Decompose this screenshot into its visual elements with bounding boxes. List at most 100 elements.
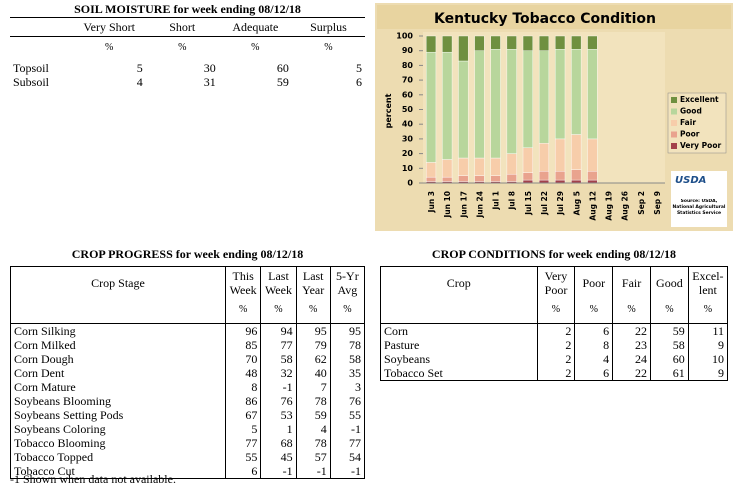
cell-value: 76 [260, 394, 297, 408]
bar-segment [442, 176, 453, 182]
cell-value: 7 [295, 380, 331, 394]
cell-value: 55 [329, 408, 365, 422]
cell-value: 22 [612, 323, 651, 338]
legend-box [667, 92, 727, 154]
column-header: Very Poor [536, 266, 575, 299]
bar-segment [442, 51, 453, 160]
crop-progress: CROP PROGRESS for week ending 08/12/18 C… [9, 247, 365, 479]
bar-segment [506, 49, 517, 154]
row-label: Corn Silking [14, 324, 76, 338]
cell-value: 48 [225, 366, 261, 380]
bar-segment [474, 175, 485, 182]
cell-value: 6 [574, 323, 613, 338]
y-tick-label: 40 [402, 120, 414, 129]
cell-value: 78 [295, 436, 331, 450]
x-tick-label: Aug 26 [621, 191, 630, 221]
bar-segment [555, 171, 566, 181]
bar-segment [571, 134, 582, 170]
row-label: Tobacco Cut [14, 464, 75, 478]
bar-segment [587, 171, 598, 181]
cell-value: 54 [329, 450, 365, 464]
legend-label: Excellent [680, 95, 719, 104]
table-body: %%%% Corn Silking 96 94 95 95 Corn Milked 85 77 7… [9, 299, 365, 479]
header-row: Very Short Short Adequate Surplus [10, 17, 365, 37]
stub-header: Crop Stage [9, 266, 226, 299]
cell-value: 31 [203, 75, 216, 89]
cell-value: 58 [260, 352, 297, 366]
cell-value: 9 [687, 366, 728, 381]
legend-label: Poor [680, 130, 700, 139]
row-label: Soybeans Blooming [14, 394, 112, 408]
column-header: Good [649, 266, 689, 299]
cell-value: 10 [687, 352, 728, 366]
cell-value: 24 [612, 352, 651, 366]
row: Soybeans Blooming 86 76 78 76 [11, 394, 365, 408]
cell-value: 61 [649, 366, 689, 381]
table-body: %%%%% Corn 2 6 22 59 11 Pasture 2 8 23 58 9 Soybeans 2… [380, 299, 728, 381]
bar-segment [538, 143, 550, 172]
unit: % [295, 299, 331, 324]
legend-swatch [671, 108, 677, 115]
cell-value: 6 [574, 366, 613, 381]
cell-value: 68 [260, 436, 297, 450]
unit: % [251, 42, 260, 53]
row: Tobacco Blooming 77 68 78 77 [11, 436, 365, 450]
bar-segment [555, 35, 566, 50]
column-header: Short [145, 17, 219, 37]
bar-segment [522, 50, 533, 148]
bar-segment [571, 49, 582, 135]
row-label: Corn Dent [14, 366, 65, 380]
bar-segment [442, 159, 453, 178]
title-band [377, 5, 731, 29]
x-tick-label: Jun 3 [427, 191, 436, 213]
legend-label: Fair [680, 118, 696, 127]
logo-box [671, 171, 727, 227]
row: Tobacco Topped 55 45 57 54 [11, 450, 365, 464]
cell-value: 57 [295, 450, 331, 464]
bar-segment [490, 49, 501, 159]
table-body: %%%% Topsoil 5 30 60 5 Subsoil 4 31 59 6 [10, 37, 365, 89]
cell-value: 5 [356, 61, 362, 75]
row-label: Soybeans Coloring [14, 422, 106, 436]
stub-header: Crop [380, 266, 538, 299]
unit: % [260, 299, 297, 324]
row: Topsoil 5 30 60 5 [10, 61, 365, 75]
bar-segment [571, 35, 582, 50]
bar-segment [538, 171, 550, 181]
cell-value: 60 [276, 61, 289, 75]
bar-segment [474, 35, 485, 51]
cell-value: 40 [295, 366, 331, 380]
row: Pasture 2 8 23 58 9 [381, 338, 728, 352]
x-tick-label: Jul 29 [556, 191, 565, 216]
bar-segment [458, 60, 469, 159]
row: Corn 2 6 22 59 11 [381, 323, 728, 338]
x-tick-label: Jul 22 [540, 191, 549, 216]
bar-segment [587, 138, 598, 172]
cell-value: 2 [536, 366, 575, 381]
x-tick-label: Jun 10 [443, 191, 452, 219]
row-label: Tobacco Blooming [14, 436, 106, 450]
column-header: This Week [225, 266, 261, 299]
column-header: Surplus [291, 17, 365, 37]
row: Tobacco Set 2 6 22 61 9 [381, 366, 728, 381]
row: Soybeans 2 4 24 60 10 [381, 352, 728, 366]
row: Corn Dough 70 58 62 58 [11, 352, 365, 366]
cell-value: 11 [687, 323, 728, 338]
cell-value: 53 [260, 408, 297, 422]
cell-value: -1 [329, 464, 365, 479]
x-tick-label: Jul 8 [508, 191, 517, 211]
row: Soybeans Coloring 5 1 4 -1 [11, 422, 365, 436]
unit: % [105, 42, 114, 53]
cell-value: 95 [295, 323, 331, 338]
column-header: Last Year [295, 266, 331, 299]
x-tick-label: Jun 17 [459, 191, 468, 219]
legend-swatch [671, 131, 677, 138]
y-tick-label: 10 [402, 164, 414, 173]
x-tick-label: Aug 19 [605, 191, 614, 221]
row: Soybeans Setting Pods 67 53 59 55 [11, 408, 365, 422]
legend-swatch [671, 97, 677, 103]
y-tick-label: 60 [402, 90, 414, 99]
cell-value: 70 [225, 352, 261, 366]
cell-value: 55 [225, 450, 261, 464]
cell-value: -1 [295, 464, 331, 479]
